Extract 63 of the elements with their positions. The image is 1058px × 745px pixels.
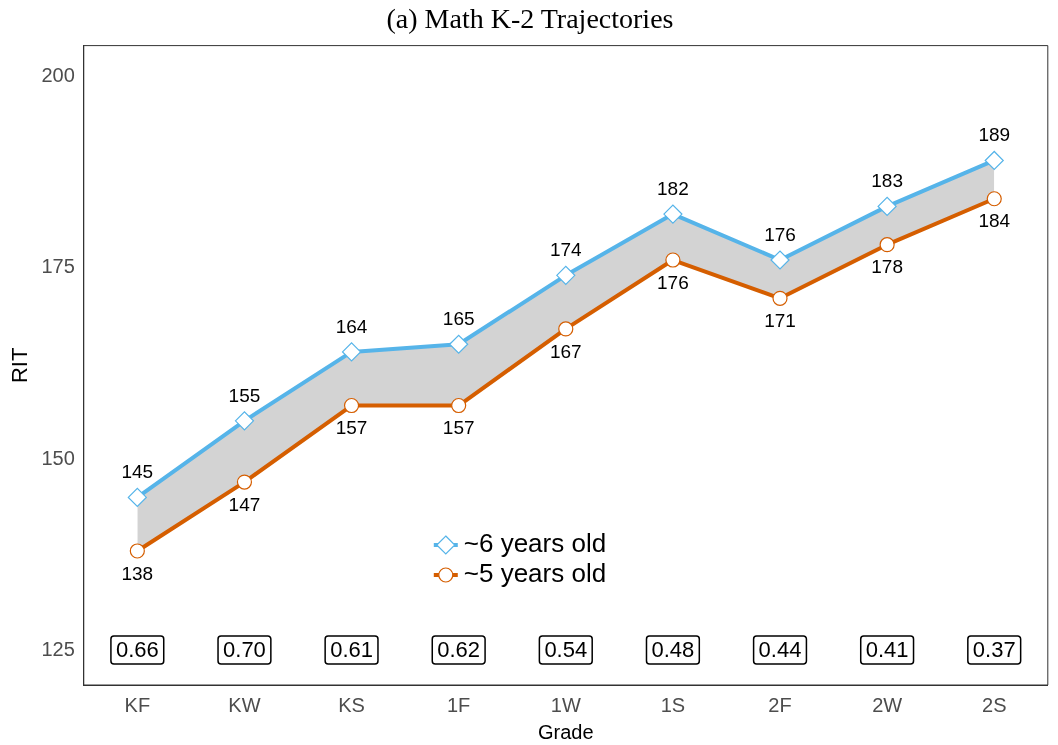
point (236, 474, 253, 490)
point (772, 290, 788, 306)
point (558, 321, 574, 337)
point (451, 397, 467, 414)
point (770, 250, 790, 270)
data-label: 174 (549, 239, 583, 261)
x-axis-title: Grade (537, 720, 594, 743)
x-tick-label: 1F (447, 693, 471, 716)
point (449, 334, 469, 354)
point (129, 543, 145, 559)
x-tick-label: 2W (872, 693, 903, 716)
annotation: 0.37 (972, 637, 1016, 663)
point (341, 342, 362, 362)
annotation: 0.66 (115, 637, 159, 663)
data-label: 157 (335, 417, 368, 439)
data-label: 167 (549, 340, 582, 362)
x-tick-label: 2S (982, 693, 1007, 716)
y-tick-label: 150 (41, 446, 75, 469)
data-label: 178 (871, 256, 903, 278)
y-tick-label: 175 (41, 255, 75, 278)
x-tick-label: 1S (660, 693, 686, 716)
data-label: 145 (121, 461, 154, 483)
data-label: 155 (228, 384, 261, 406)
annotation: 0.44 (758, 637, 802, 663)
x-tick-label: 1W (550, 693, 581, 716)
y-tick-label: 200 (41, 63, 75, 86)
data-label: 157 (442, 417, 475, 439)
legend-label: ~6 years old (463, 528, 607, 559)
annotation: 0.48 (651, 637, 695, 663)
point (877, 196, 897, 217)
point (663, 204, 683, 224)
data-label: 171 (764, 310, 796, 332)
point (665, 252, 681, 268)
point (343, 397, 360, 414)
data-label: 182 (657, 177, 689, 199)
data-label: 189 (978, 124, 1011, 146)
point (234, 411, 255, 431)
y-tick-label: 125 (41, 638, 75, 661)
data-label: 147 (228, 493, 261, 515)
annotation: 0.41 (865, 637, 909, 663)
point (984, 150, 1004, 171)
point (879, 237, 895, 253)
x-tick-label: KF (124, 693, 151, 716)
point (556, 265, 576, 285)
annotation: 0.54 (544, 637, 588, 663)
x-tick-label: KW (228, 693, 261, 716)
annotation: 0.70 (223, 637, 266, 663)
annotation: 0.62 (437, 637, 481, 663)
point (986, 191, 1002, 207)
data-label: 183 (871, 170, 903, 192)
data-label: 165 (442, 307, 475, 329)
data-label: 176 (764, 223, 796, 245)
annotation: 0.61 (330, 637, 373, 663)
point (127, 487, 147, 507)
x-tick-label: KS (338, 693, 365, 716)
data-label: 184 (978, 210, 1011, 232)
legend-label: ~5 years old (463, 558, 607, 589)
y-axis-title: RIT (7, 347, 33, 384)
data-label: 138 (121, 562, 154, 584)
x-tick-label: 2F (768, 693, 792, 716)
data-label: 176 (657, 271, 689, 293)
data-label: 164 (335, 315, 368, 337)
chart-title: (a) Math K-2 Trajectories (386, 3, 674, 35)
